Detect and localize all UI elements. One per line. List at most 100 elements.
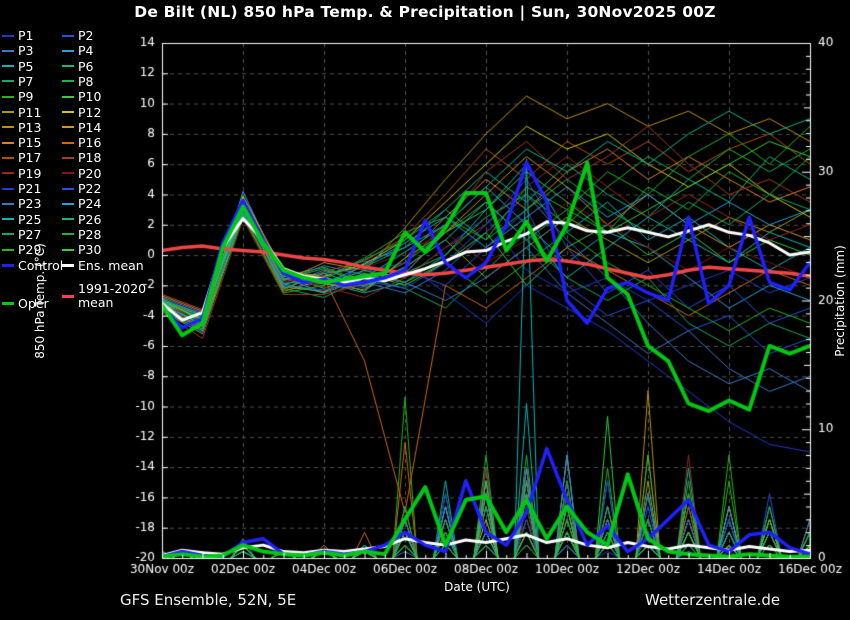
p26-line-swatch	[62, 218, 74, 221]
p9-line-swatch	[2, 95, 14, 98]
p5-line-swatch	[2, 65, 14, 68]
legend-item-p5: P5	[2, 59, 34, 74]
legend-item-p1: P1	[2, 28, 34, 43]
legend-label-ens-mean: Ens. mean	[78, 258, 144, 273]
legend-label-p2: P2	[78, 28, 94, 43]
clim-mean-line-swatch	[62, 294, 74, 298]
legend-item-ens-mean: Ens. mean	[62, 258, 144, 273]
legend-item-oper: Oper	[2, 296, 49, 311]
legend-label-p20: P20	[78, 165, 102, 181]
legend-item-p6: P6	[62, 59, 94, 74]
legend-label-p10: P10	[78, 89, 102, 105]
legend-item-p25: P25	[2, 212, 41, 227]
p25-line-swatch	[2, 218, 14, 221]
oper-line-swatch	[2, 302, 14, 305]
p24-line-swatch	[62, 202, 74, 205]
legend-label-p27: P27	[18, 226, 42, 242]
legend-label-p9: P9	[18, 89, 34, 105]
p13-line-swatch	[2, 126, 14, 129]
legend-item-p14: P14	[62, 120, 101, 135]
legend-label-p12: P12	[78, 104, 102, 120]
legend-label-p22: P22	[78, 181, 102, 196]
legend-item-p24: P24	[62, 196, 101, 211]
p30-line-swatch	[62, 248, 74, 251]
legend-item-p23: P23	[2, 196, 41, 211]
footer-model-info: GFS Ensemble, 52N, 5E	[120, 591, 297, 609]
legend-item-p17: P17	[2, 150, 41, 165]
legend-item-p3: P3	[2, 43, 34, 58]
legend-item-p8: P8	[62, 74, 94, 89]
legend-item-p11: P11	[2, 105, 41, 120]
legend-label-p25: P25	[18, 211, 42, 227]
legend-label-p7: P7	[18, 73, 34, 89]
ens-mean-line-swatch	[62, 264, 74, 267]
p27-line-swatch	[2, 233, 14, 236]
precip-axis-label: Precipitation (mm)	[833, 245, 847, 357]
legend-label-control: Control	[18, 258, 64, 273]
p19-line-swatch	[2, 172, 14, 175]
p28-line-swatch	[62, 233, 74, 236]
p10-line-swatch	[62, 95, 74, 98]
legend-item-p13: P13	[2, 120, 41, 135]
legend-item-p2: P2	[62, 28, 94, 43]
legend-label-p23: P23	[18, 196, 42, 212]
p21-line-swatch	[2, 187, 14, 190]
legend-label-p16: P16	[78, 135, 102, 151]
legend-item-p9: P9	[2, 89, 34, 104]
legend-label-p28: P28	[78, 226, 102, 242]
legend-label-p17: P17	[18, 150, 42, 166]
legend-label-oper: Oper	[18, 296, 49, 311]
legend-label-p21: P21	[18, 181, 42, 196]
p14-line-swatch	[62, 126, 74, 129]
legend-label-p19: P19	[18, 165, 42, 181]
legend-label-p8: P8	[78, 73, 94, 89]
legend-label-p24: P24	[78, 196, 102, 212]
legend-item-p18: P18	[62, 150, 101, 165]
p22-line-swatch	[62, 187, 74, 190]
p16-line-swatch	[62, 141, 74, 144]
legend-item-p30: P30	[62, 242, 101, 257]
legend-label-p18: P18	[78, 150, 102, 166]
legend-item-p12: P12	[62, 105, 101, 120]
legend-label-p4: P4	[78, 43, 94, 59]
legend-item-p15: P15	[2, 135, 41, 150]
legend-label-p26: P26	[78, 211, 102, 227]
legend-label-p1: P1	[18, 28, 34, 43]
date-axis-label: Date (UTC)	[444, 580, 510, 594]
legend-label-p29: P29	[18, 242, 42, 258]
p15-line-swatch	[2, 141, 14, 144]
control-line-swatch	[2, 264, 14, 267]
legend-label-p5: P5	[18, 58, 34, 74]
p29-line-swatch	[2, 248, 14, 251]
legend-item-control: Control	[2, 258, 63, 273]
legend-item-clim-mean: 1991-2020 mean	[62, 281, 146, 311]
legend-item-p16: P16	[62, 135, 101, 150]
p11-line-swatch	[2, 111, 14, 113]
p2-line-swatch	[62, 34, 74, 37]
p8-line-swatch	[62, 80, 74, 83]
legend-item-p28: P28	[62, 227, 101, 242]
legend-label-p3: P3	[18, 43, 34, 59]
legend-item-p21: P21	[2, 181, 41, 196]
p20-line-swatch	[62, 172, 74, 175]
p6-line-swatch	[62, 65, 74, 68]
legend-label-p11: P11	[18, 104, 42, 120]
legend-item-p19: P19	[2, 166, 41, 181]
legend-item-p27: P27	[2, 227, 41, 242]
p17-line-swatch	[2, 156, 14, 159]
legend-item-p4: P4	[62, 43, 94, 58]
p1-line-swatch	[2, 34, 14, 37]
legend-label-p13: P13	[18, 119, 42, 135]
temp-axis-label: 850 hPa Temp. (°C)	[33, 243, 47, 359]
legend-item-p7: P7	[2, 74, 34, 89]
legend-label-p15: P15	[18, 135, 42, 151]
legend-item-p22: P22	[62, 181, 101, 196]
p23-line-swatch	[2, 202, 14, 205]
legend-item-p26: P26	[62, 212, 101, 227]
legend-label-p6: P6	[78, 58, 94, 74]
p18-line-swatch	[62, 156, 74, 159]
p4-line-swatch	[62, 49, 74, 52]
legend-label-p14: P14	[78, 119, 102, 135]
